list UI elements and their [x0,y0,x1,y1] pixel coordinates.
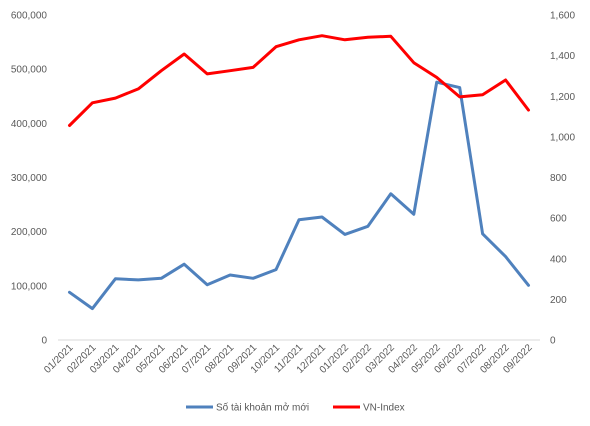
series-line-vnindex [68,34,530,127]
legend-label-accounts: Số tài khoản mở mới [216,402,309,414]
series-line-accounts [68,80,530,311]
left-axis-tick-label: 600,000 [11,11,48,22]
left-axis-tick-label: 100,000 [11,281,48,292]
right-axis-tick-label: 1,600 [550,11,575,22]
left-axis-tick-label: 400,000 [11,119,48,130]
left-axis-tick-label: 500,000 [11,65,48,76]
left-y-axis: 0 100,000 200,000 300,000 400,000 500,000 600,… [11,11,48,347]
left-axis-tick-label: 0 [41,336,47,347]
right-axis-tick-label: 800 [550,173,567,184]
right-y-axis: 0 200 400 600 800 1,000 1,200 1,400 1,600 [550,11,575,347]
right-axis-tick-label: 1,200 [550,92,575,103]
x-axis: 01/202102/202103/202104/202105/202106/20… [42,339,540,376]
right-axis-tick-label: 400 [550,254,567,265]
series-layer [68,34,530,311]
right-axis-tick-label: 200 [550,295,567,306]
right-axis-tick-label: 600 [550,214,567,225]
legend-label-vnindex: VN-Index [363,403,405,414]
legend: Số tài khoản mở mới VN-Index [186,402,405,414]
right-axis-tick-label: 1,000 [550,132,575,143]
right-axis-tick-label: 0 [550,336,556,347]
left-axis-tick-label: 200,000 [11,227,48,238]
right-axis-tick-label: 1,400 [550,51,575,62]
left-axis-tick-label: 300,000 [11,173,48,184]
